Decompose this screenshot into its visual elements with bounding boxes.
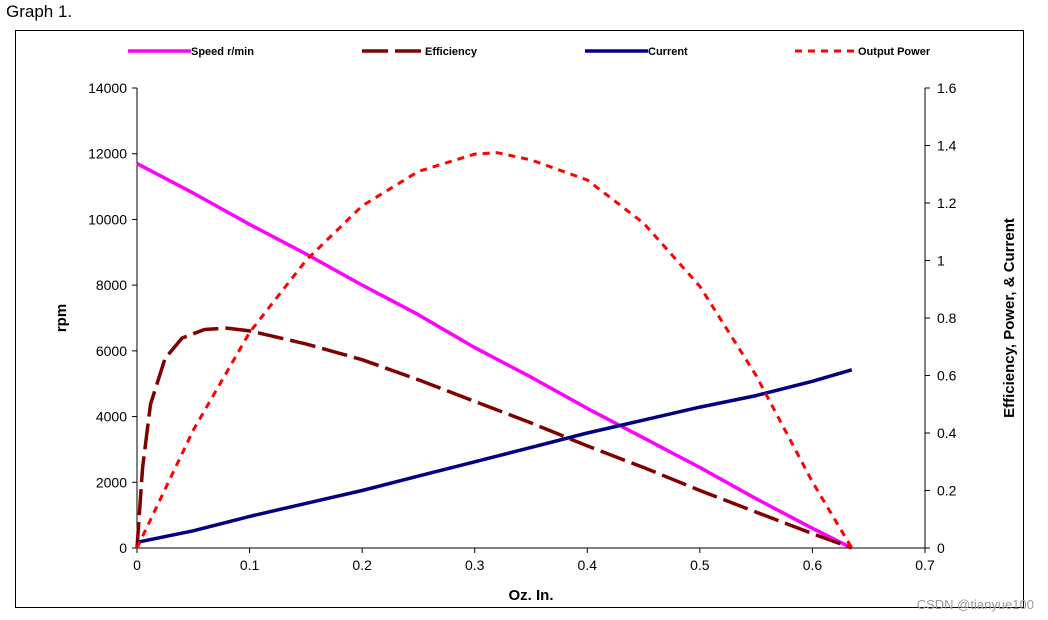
y2-axis-title: Efficiency, Power, & Current (1001, 218, 1018, 418)
series-line-efficiency (135, 326, 853, 550)
y-axis-title: rpm (53, 304, 70, 332)
x-tick-label: 0.6 (803, 557, 823, 573)
y2-tick-label: 1.4 (937, 138, 957, 154)
x-tick-label: 0.2 (352, 557, 372, 573)
x-tick-label: 0.3 (465, 557, 485, 573)
y2-tick-label: 1.6 (937, 80, 957, 96)
y-tick-label: 10000 (88, 211, 127, 227)
x-tick-label: 0.5 (690, 557, 710, 573)
x-tick-label: 0.4 (578, 557, 598, 573)
y-tick-label: 14000 (88, 80, 127, 96)
y-tick-label: 2000 (96, 474, 127, 490)
graph-caption: Graph 1. (6, 2, 73, 21)
y2-tick-label: 1.2 (937, 195, 957, 211)
y2-tick-label: 0.8 (937, 310, 957, 326)
y-tick-label: 6000 (96, 343, 127, 359)
y2-tick-label: 0.6 (937, 368, 957, 384)
y2-tick-label: 1 (937, 253, 945, 269)
series-line-current (136, 368, 853, 545)
y2-tick-label: 0.2 (937, 483, 957, 499)
y-tick-label: 12000 (88, 146, 127, 162)
y-tick-label: 8000 (96, 277, 127, 293)
legend-label: Efficiency (425, 46, 478, 58)
legend-label: Current (648, 46, 688, 58)
series-line-speed-r-min (136, 162, 853, 550)
x-tick-label: 0.7 (915, 557, 935, 573)
watermark: CSDN @tianyue100 (916, 597, 1034, 612)
y2-tick-label: 0.4 (937, 425, 957, 441)
x-tick-label: 0.1 (240, 557, 260, 573)
y2-tick-label: 0 (937, 540, 945, 556)
legend-label: Speed r/min (191, 46, 254, 58)
y-tick-label: 4000 (96, 409, 127, 425)
x-axis-title: Oz. In. (509, 587, 554, 604)
chart-frame (15, 30, 1024, 608)
x-tick-label: 0 (133, 557, 141, 573)
series-line-output-power (135, 151, 854, 549)
legend-label: Output Power (858, 46, 931, 58)
y-tick-label: 0 (119, 540, 127, 556)
